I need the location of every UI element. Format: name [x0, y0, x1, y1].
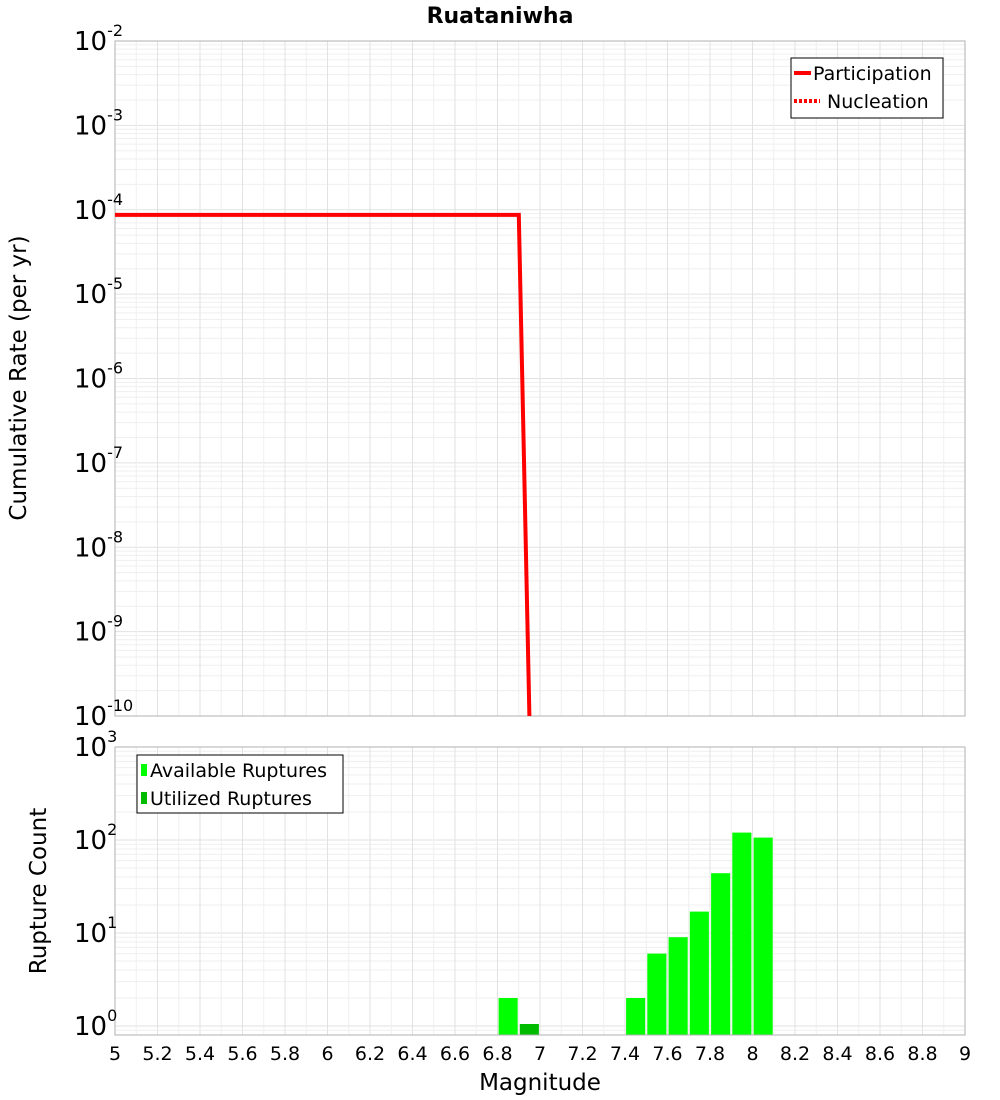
- available-legend-label: Available Ruptures: [150, 760, 327, 782]
- x-tick-label: 7: [534, 1043, 546, 1065]
- rate-y-tick-label: 10-8: [74, 527, 123, 563]
- rate-y-ticks: 10-10 10-9 10-8 10-7 10-6 10-5 10-4 10-3 10-2: [74, 21, 133, 732]
- count-y-ticks: 100 101 102 103: [74, 727, 117, 1042]
- utilized-rupture-bar: [519, 1024, 539, 1035]
- x-tick-label: 7.2: [567, 1043, 597, 1065]
- x-tick-label: 7.4: [610, 1043, 640, 1065]
- chart-title: Ruataniwha: [427, 4, 574, 29]
- nucleation-legend-label: Nucleation: [827, 91, 929, 113]
- rate-legend: Participation Nucleation: [790, 57, 944, 119]
- x-tick-label: 6.8: [482, 1043, 512, 1065]
- count-legend: Available Ruptures Utilized Ruptures: [136, 754, 344, 814]
- x-tick-label: 5.6: [227, 1043, 257, 1065]
- rate-series: [115, 212, 532, 717]
- x-tick-label: 6: [321, 1043, 333, 1065]
- count-y-tick-label: 100: [74, 1006, 117, 1042]
- x-tick-label: 5.2: [142, 1043, 172, 1065]
- rate-y-tick-label: 10-3: [74, 105, 123, 141]
- rate-panel: 10-10 10-9 10-8 10-7 10-6 10-5 10-4 10-3 10-2 Cu…: [6, 21, 966, 732]
- x-tick-label: 9: [959, 1043, 971, 1065]
- count-y-tick-label: 102: [74, 820, 117, 856]
- rate-y-tick-label: 10-6: [74, 359, 123, 395]
- rate-grid: [114, 41, 966, 717]
- x-tick-label: 8.8: [907, 1043, 937, 1065]
- rate-y-tick-label: 10-7: [74, 443, 123, 479]
- x-tick-label: 7.8: [695, 1043, 725, 1065]
- x-tick-label: 8: [746, 1043, 758, 1065]
- available-rupture-bar: [732, 832, 752, 1035]
- count-y-tick-label: 101: [74, 913, 117, 949]
- x-tick-label: 5.4: [185, 1043, 215, 1065]
- rate-y-axis-label: Cumulative Rate (per yr): [6, 235, 32, 520]
- count-plot-frame: [114, 746, 966, 1036]
- count-x-ticks: 5 5.2 5.4 5.6 5.8 6 6.2 6.4 6.6 6.8 7 7.2 7.4 7.6 7.8 8…: [109, 1043, 971, 1065]
- available-rupture-bar: [498, 998, 518, 1035]
- utilized-legend-label: Utilized Ruptures: [150, 788, 312, 810]
- available-rupture-bar: [626, 998, 646, 1035]
- available-rupture-bar: [689, 911, 709, 1035]
- available-rupture-bar: [668, 937, 688, 1035]
- rate-y-tick-label: 10-9: [74, 612, 123, 648]
- count-legend-box: [136, 754, 344, 814]
- x-tick-label: 8.6: [865, 1043, 895, 1065]
- nucleation-line: [115, 213, 531, 717]
- x-tick-label: 7.6: [652, 1043, 682, 1065]
- participation-legend-label: Participation: [813, 63, 932, 85]
- x-axis-label: Magnitude: [479, 1070, 601, 1096]
- utilized-legend-swatch: [141, 792, 147, 804]
- rate-y-tick-label: 10-5: [74, 274, 123, 310]
- count-y-axis-label: Rupture Count: [26, 808, 52, 974]
- rate-legend-box: [790, 57, 944, 119]
- available-legend-swatch: [141, 764, 147, 776]
- count-y-tick-label: 103: [74, 727, 117, 763]
- rate-y-tick-label: 10-4: [74, 190, 123, 226]
- available-rupture-bar: [753, 837, 773, 1035]
- x-tick-label: 8.2: [780, 1043, 810, 1065]
- rate-y-tick-label: 10-10: [74, 696, 133, 732]
- participation-line: [115, 212, 532, 717]
- x-tick-label: 6.4: [397, 1043, 427, 1065]
- x-tick-label: 5: [109, 1043, 121, 1065]
- x-tick-label: 6.6: [440, 1043, 470, 1065]
- rate-plot-frame: [114, 40, 966, 717]
- available-rupture-bar: [711, 873, 731, 1035]
- available-rupture-bar: [647, 953, 667, 1035]
- x-tick-label: 6.2: [355, 1043, 385, 1065]
- x-tick-label: 5.8: [270, 1043, 300, 1065]
- x-tick-label: 8.4: [822, 1043, 852, 1065]
- count-bars: [498, 832, 773, 1035]
- rate-y-tick-label: 10-2: [74, 21, 123, 57]
- count-panel: 100 101 102 103 5 5.2 5.4 5.6 5.8 6 6.2 6.4 6.6 6.8 7…: [26, 727, 971, 1096]
